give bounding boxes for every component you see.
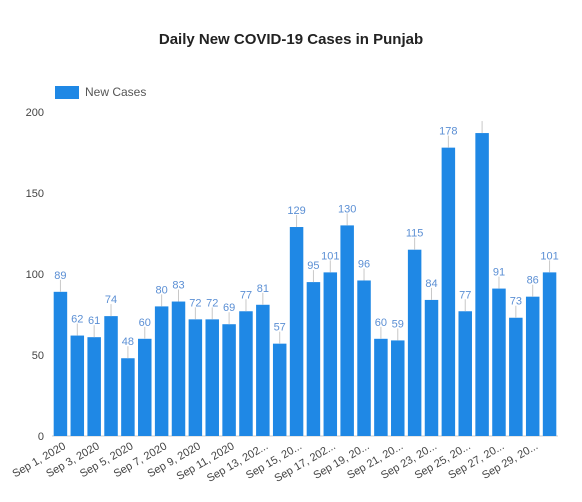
data-label: 81 — [257, 283, 269, 295]
bar[interactable] — [70, 335, 85, 436]
data-label: 84 — [425, 278, 437, 290]
bar[interactable] — [188, 319, 203, 436]
data-label: 101 — [321, 250, 339, 262]
data-label: 72 — [206, 297, 218, 309]
data-label: 61 — [88, 315, 100, 327]
data-label: 62 — [71, 314, 83, 326]
data-label: 86 — [527, 275, 539, 287]
bar[interactable] — [407, 249, 422, 436]
data-label: 89 — [54, 270, 66, 282]
data-label: 115 — [406, 228, 424, 240]
bar[interactable] — [492, 288, 506, 436]
bar[interactable] — [154, 306, 169, 436]
bar[interactable] — [205, 319, 219, 436]
bar[interactable] — [121, 358, 135, 436]
bar[interactable] — [239, 311, 253, 436]
bar[interactable] — [357, 280, 371, 436]
data-label: 80 — [156, 284, 168, 296]
data-label: 130 — [338, 203, 356, 215]
data-label: 83 — [172, 280, 184, 292]
legend[interactable]: New Cases — [55, 85, 146, 99]
data-label: 72 — [189, 297, 201, 309]
data-label: 95 — [307, 260, 319, 272]
bar[interactable] — [306, 282, 321, 436]
data-label: 48 — [122, 336, 134, 348]
bar[interactable] — [104, 316, 118, 436]
bar[interactable] — [87, 337, 101, 436]
data-label: 77 — [459, 289, 471, 301]
y-tick-label: 150 — [26, 188, 44, 200]
bar[interactable] — [441, 147, 456, 436]
bar[interactable] — [323, 272, 338, 436]
y-tick-label: 50 — [32, 350, 44, 362]
data-label: 60 — [375, 317, 387, 329]
data-label: 59 — [392, 318, 404, 330]
data-label: 69 — [223, 302, 235, 314]
data-label: 129 — [287, 205, 305, 217]
bar[interactable] — [340, 225, 354, 436]
bar[interactable] — [289, 227, 304, 436]
bar[interactable] — [171, 301, 186, 436]
bar[interactable] — [509, 317, 523, 436]
bar[interactable] — [458, 311, 472, 436]
legend-label: New Cases — [85, 85, 147, 99]
data-label: 74 — [105, 294, 117, 306]
data-label: 101 — [540, 250, 558, 262]
bar[interactable] — [53, 291, 68, 436]
bar[interactable] — [272, 343, 287, 436]
data-label: 77 — [240, 289, 252, 301]
bar[interactable] — [222, 324, 236, 436]
data-label: 178 — [439, 126, 457, 138]
bar[interactable] — [138, 338, 152, 436]
bar[interactable] — [542, 272, 557, 436]
y-tick-label: 0 — [38, 431, 44, 443]
y-tick-label: 200 — [26, 107, 44, 119]
data-label: 73 — [510, 296, 522, 308]
data-label: 96 — [358, 258, 370, 270]
legend-swatch — [55, 85, 79, 99]
bar[interactable] — [475, 133, 489, 436]
bar[interactable] — [391, 340, 405, 436]
data-label: 60 — [139, 317, 151, 329]
bar[interactable] — [256, 304, 270, 436]
bar[interactable] — [525, 296, 540, 436]
bar[interactable] — [424, 299, 439, 436]
chart-title: Daily New COVID-19 Cases in Punjab — [158, 31, 424, 48]
y-tick-label: 100 — [26, 269, 44, 281]
bar[interactable] — [374, 338, 388, 436]
data-label: 91 — [493, 267, 505, 279]
data-label: 57 — [274, 322, 286, 334]
